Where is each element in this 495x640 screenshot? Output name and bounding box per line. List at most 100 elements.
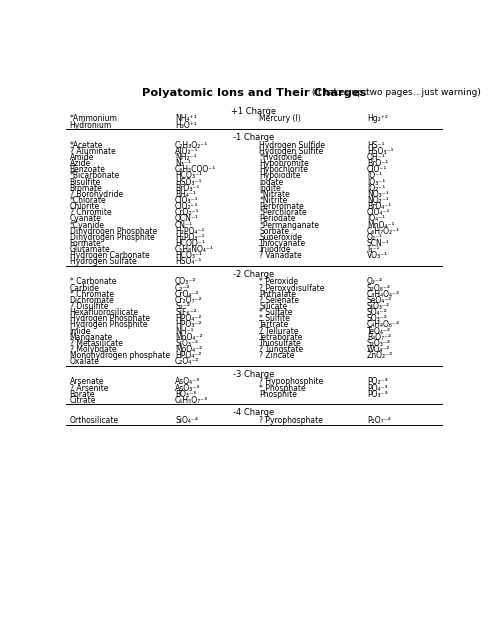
Text: Glutamate: Glutamate <box>69 245 110 254</box>
Text: HSO₄⁻¹: HSO₄⁻¹ <box>175 257 201 266</box>
Text: *Perchlorate: *Perchlorate <box>259 208 307 217</box>
Text: ClO₂⁻¹: ClO₂⁻¹ <box>175 202 198 211</box>
Text: NO₃⁻¹: NO₃⁻¹ <box>367 190 389 199</box>
Text: HPO₄⁻²: HPO₄⁻² <box>175 351 201 360</box>
Text: I₃⁻¹: I₃⁻¹ <box>367 245 379 254</box>
Text: Hydrogen Sulfide: Hydrogen Sulfide <box>259 141 325 150</box>
Text: O₂⁻¹: O₂⁻¹ <box>367 233 383 242</box>
Text: HSO₃⁻¹: HSO₃⁻¹ <box>175 177 201 187</box>
Text: HSO₃⁻¹: HSO₃⁻¹ <box>367 147 394 156</box>
Text: Dihydrogen Phosphate: Dihydrogen Phosphate <box>69 227 157 236</box>
Text: HCO₃⁻¹: HCO₃⁻¹ <box>175 252 202 260</box>
Text: ? Aluminate: ? Aluminate <box>69 147 115 156</box>
Text: Phosphite: Phosphite <box>259 390 297 399</box>
Text: Arsenate: Arsenate <box>69 378 104 387</box>
Text: C₈H₄O₄⁻²: C₈H₄O₄⁻² <box>367 290 400 299</box>
Text: Formate: Formate <box>69 239 101 248</box>
Text: TeO₄⁻²: TeO₄⁻² <box>367 326 391 335</box>
Text: Sorbate: Sorbate <box>259 227 290 236</box>
Text: Cr₂O₇⁻²: Cr₂O₇⁻² <box>175 296 202 305</box>
Text: Tartrate: Tartrate <box>259 321 290 330</box>
Text: C₆H₅COO⁻¹: C₆H₅COO⁻¹ <box>175 165 216 174</box>
Text: VO₃⁻¹: VO₃⁻¹ <box>367 252 388 260</box>
Text: *Cyanide: *Cyanide <box>69 221 104 230</box>
Text: * Peroxide: * Peroxide <box>259 278 298 287</box>
Text: C₄H₄O₆⁻²: C₄H₄O₆⁻² <box>367 321 400 330</box>
Text: BrO₃⁻¹: BrO₃⁻¹ <box>175 184 199 193</box>
Text: HS⁻¹: HS⁻¹ <box>367 141 384 150</box>
Text: SO₄⁻²: SO₄⁻² <box>367 308 388 317</box>
Text: C₅H₈NO₄⁻¹: C₅H₈NO₄⁻¹ <box>175 245 214 254</box>
Text: Benzoate: Benzoate <box>69 165 105 174</box>
Text: *Nitrate: *Nitrate <box>259 190 290 199</box>
Text: ? Arsenite: ? Arsenite <box>69 383 108 392</box>
Text: Hydronium: Hydronium <box>69 120 112 130</box>
Text: Manganate: Manganate <box>69 333 113 342</box>
Text: Hg₂⁺²: Hg₂⁺² <box>367 115 388 124</box>
Text: ? Disulfite: ? Disulfite <box>69 302 108 311</box>
Text: Hypochlorite: Hypochlorite <box>259 165 308 174</box>
Text: Phthalate: Phthalate <box>259 290 297 299</box>
Text: ? Molybdate: ? Molybdate <box>69 345 116 354</box>
Text: BO₃⁻³: BO₃⁻³ <box>175 390 196 399</box>
Text: C₆H₅O₇⁻³: C₆H₅O₇⁻³ <box>175 396 208 405</box>
Text: IO₄⁻¹: IO₄⁻¹ <box>367 214 385 223</box>
Text: ? Selenate: ? Selenate <box>259 296 299 305</box>
Text: HCOO⁻¹: HCOO⁻¹ <box>175 239 205 248</box>
Text: NH₂⁻¹: NH₂⁻¹ <box>175 153 197 162</box>
Text: IO⁻¹: IO⁻¹ <box>367 172 382 180</box>
Text: P₂O₇⁻⁴: P₂O₇⁻⁴ <box>367 416 391 425</box>
Text: ClO₃⁻¹: ClO₃⁻¹ <box>175 196 198 205</box>
Text: C₂O₄⁻²: C₂O₄⁻² <box>175 357 199 366</box>
Text: Amide: Amide <box>69 153 94 162</box>
Text: AsO₃⁻³: AsO₃⁻³ <box>175 383 200 392</box>
Text: Polyatomic Ions and Their Charges: Polyatomic Ions and Their Charges <box>142 88 366 98</box>
Text: Iodite: Iodite <box>259 184 281 193</box>
Text: ? Tellurate: ? Tellurate <box>259 326 299 335</box>
Text: MnO₄⁻¹: MnO₄⁻¹ <box>367 221 394 230</box>
Text: Hypobromite: Hypobromite <box>259 159 309 168</box>
Text: Periodate: Periodate <box>259 214 296 223</box>
Text: Dichromate: Dichromate <box>69 296 114 305</box>
Text: IO₂⁻¹: IO₂⁻¹ <box>367 184 385 193</box>
Text: * Phosphate: * Phosphate <box>259 383 306 392</box>
Text: SiO₄⁻⁴: SiO₄⁻⁴ <box>175 416 198 425</box>
Text: Mercury (I): Mercury (I) <box>259 115 301 124</box>
Text: ? Vanadate: ? Vanadate <box>259 252 302 260</box>
Text: ? Pyrophosphate: ? Pyrophosphate <box>259 416 323 425</box>
Text: -3 Charge: -3 Charge <box>233 370 274 379</box>
Text: ? Borohydride: ? Borohydride <box>69 190 123 199</box>
Text: OCN⁻¹: OCN⁻¹ <box>175 214 199 223</box>
Text: *Chlorate: *Chlorate <box>69 196 106 205</box>
Text: H₂PO₄⁻¹: H₂PO₄⁻¹ <box>175 227 204 236</box>
Text: WO₄⁻²: WO₄⁻² <box>367 345 391 354</box>
Text: HPO₄⁻²: HPO₄⁻² <box>175 314 201 323</box>
Text: HCO₃⁻¹: HCO₃⁻¹ <box>175 172 202 180</box>
Text: * Chromate: * Chromate <box>69 290 113 299</box>
Text: * Sulfate: * Sulfate <box>259 308 293 317</box>
Text: Tetraborate: Tetraborate <box>259 333 304 342</box>
Text: Superoxide: Superoxide <box>259 233 302 242</box>
Text: Thiosulfate: Thiosulfate <box>259 339 302 348</box>
Text: S₂O₈⁻²: S₂O₈⁻² <box>367 284 391 292</box>
Text: BrO₄⁻¹: BrO₄⁻¹ <box>367 202 391 211</box>
Text: AlO₂⁻¹: AlO₂⁻¹ <box>175 147 198 156</box>
Text: Dihydrogen Phosphite: Dihydrogen Phosphite <box>69 233 154 242</box>
Text: ClO⁻¹: ClO⁻¹ <box>367 165 387 174</box>
Text: S₂O₃⁻²: S₂O₃⁻² <box>367 339 391 348</box>
Text: -1 Charge: -1 Charge <box>233 133 274 142</box>
Text: Hydrogen Carbonate: Hydrogen Carbonate <box>69 252 149 260</box>
Text: Citrate: Citrate <box>69 396 96 405</box>
Text: * Sulfite: * Sulfite <box>259 314 290 323</box>
Text: Silicate: Silicate <box>259 302 288 311</box>
Text: *Permanganate: *Permanganate <box>259 221 319 230</box>
Text: CN⁻¹: CN⁻¹ <box>175 221 193 230</box>
Text: ClO₄⁻¹: ClO₄⁻¹ <box>367 208 390 217</box>
Text: SeO₄⁻²: SeO₄⁻² <box>367 296 392 305</box>
Text: *Ammonium: *Ammonium <box>69 115 117 124</box>
Text: Bromate: Bromate <box>69 184 102 193</box>
Text: *Nitrite: *Nitrite <box>259 196 288 205</box>
Text: Hypoiodite: Hypoiodite <box>259 172 301 180</box>
Text: C₂⁻²: C₂⁻² <box>175 284 191 292</box>
Text: * Carbonate: * Carbonate <box>69 278 116 287</box>
